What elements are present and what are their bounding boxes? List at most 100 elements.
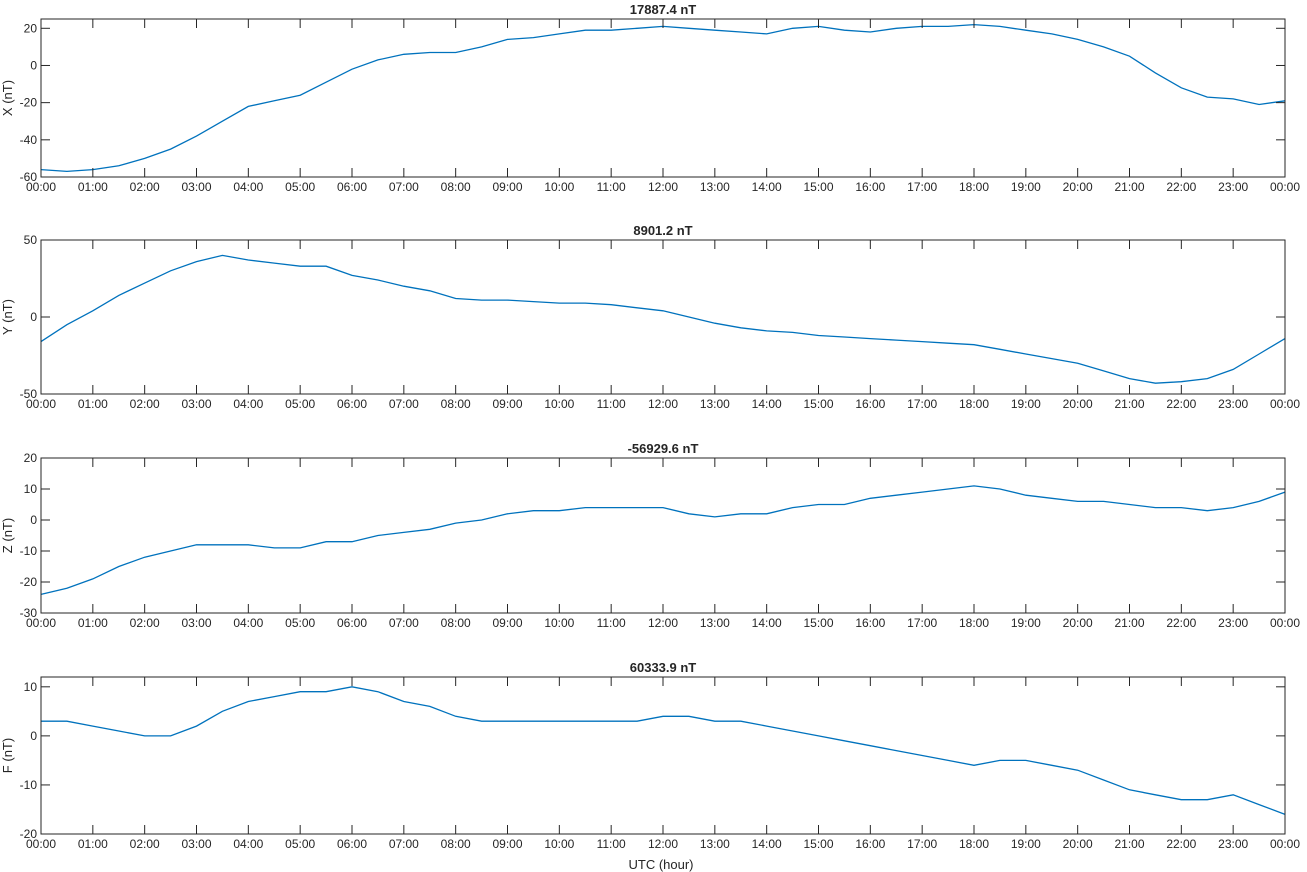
x-tick-label: 12:00 xyxy=(648,616,678,630)
x-tick-label: 00:00 xyxy=(1270,180,1300,194)
y-tick-label: 50 xyxy=(24,233,38,247)
x-tick-label: 14:00 xyxy=(752,397,782,411)
x-tick-label: 00:00 xyxy=(26,616,56,630)
x-tick-label: 00:00 xyxy=(1270,616,1300,630)
x-tick-label: 10:00 xyxy=(544,180,574,194)
x-tick-label: 19:00 xyxy=(1011,397,1041,411)
x-axis-label: UTC (hour) xyxy=(628,857,693,872)
x-tick-label: 00:00 xyxy=(26,180,56,194)
x-tick-label: 03:00 xyxy=(181,180,211,194)
axes-box xyxy=(40,457,1286,614)
x-tick-label: 08:00 xyxy=(441,616,471,630)
x-tick-label: 01:00 xyxy=(78,837,108,851)
x-tick-label: 06:00 xyxy=(337,397,367,411)
y-tick-label: -20 xyxy=(20,827,38,841)
x-tick-label: 13:00 xyxy=(700,616,730,630)
x-tick-label: 15:00 xyxy=(803,180,833,194)
chart-panel-x: 17887.4 nT X (nT) 00:00 01:00 02:00 03:00 04:0… xyxy=(0,2,1300,194)
x-tick-label: 17:00 xyxy=(907,180,937,194)
y-tick-label: 10 xyxy=(24,482,38,496)
x-tick-label: 21:00 xyxy=(1114,180,1144,194)
series-line xyxy=(40,23,1286,173)
y-tick-label: 0 xyxy=(30,310,37,324)
x-tick-label: 05:00 xyxy=(285,616,315,630)
x-tick-label: 06:00 xyxy=(337,616,367,630)
y-tick-label: -10 xyxy=(20,544,38,558)
x-tick-label: 06:00 xyxy=(337,837,367,851)
x-tick-label: 09:00 xyxy=(492,616,522,630)
x-tick-label: 09:00 xyxy=(492,397,522,411)
x-tick-label: 20:00 xyxy=(1063,616,1093,630)
y-tick-label: 0 xyxy=(30,513,37,527)
y-tick-label: -40 xyxy=(20,133,38,147)
chart-title: -56929.6 nT xyxy=(628,441,699,456)
x-tick-label: 03:00 xyxy=(181,397,211,411)
x-tick-label: 12:00 xyxy=(648,180,678,194)
x-tick-label: 20:00 xyxy=(1063,397,1093,411)
x-tick-label: 01:00 xyxy=(78,616,108,630)
x-tick-label: 05:00 xyxy=(285,180,315,194)
x-tick-label: 18:00 xyxy=(959,397,989,411)
x-tick-label: 15:00 xyxy=(803,616,833,630)
x-tick-label: 00:00 xyxy=(1270,837,1300,851)
x-tick-label: 13:00 xyxy=(700,837,730,851)
y-tick-label: -60 xyxy=(20,170,38,184)
chart-panel-f: 60333.9 nT F (nT) 00:00 01:00 02:00 03:00 04:0… xyxy=(0,660,1300,851)
y-axis-label: X (nT) xyxy=(0,80,15,116)
x-tick-label: 00:00 xyxy=(1270,397,1300,411)
series-line xyxy=(40,485,1286,596)
y-tick-label: 20 xyxy=(24,21,38,35)
chart-panel-y: 8901.2 nT Y (nT) 00:00 01:00 02:00 03:00 04:00… xyxy=(0,223,1300,411)
x-tick-label: 23:00 xyxy=(1218,397,1248,411)
y-axis-label: Y (nT) xyxy=(0,299,15,335)
axes-box xyxy=(40,676,1286,835)
x-tick-label: 09:00 xyxy=(492,180,522,194)
x-tick-label: 23:00 xyxy=(1218,837,1248,851)
y-tick-label: -20 xyxy=(20,96,38,110)
x-tick-label: 11:00 xyxy=(597,180,626,194)
chart-panel-z: -56929.6 nT Z (nT) 00:00 01:00 02:00 03:00 04:… xyxy=(0,441,1300,630)
x-tick-label: 03:00 xyxy=(181,616,211,630)
x-tick-label: 15:00 xyxy=(803,397,833,411)
x-tick-label: 02:00 xyxy=(130,180,160,194)
y-tick-label: 0 xyxy=(30,58,37,72)
x-tick-label: 02:00 xyxy=(130,397,160,411)
x-tick-label: 13:00 xyxy=(700,180,730,194)
x-tick-label: 16:00 xyxy=(855,616,885,630)
x-tick-label: 22:00 xyxy=(1166,837,1196,851)
x-tick-label: 23:00 xyxy=(1218,180,1248,194)
x-tick-label: 10:00 xyxy=(544,397,574,411)
x-tick-label: 12:00 xyxy=(648,397,678,411)
x-tick-label: 19:00 xyxy=(1011,180,1041,194)
x-tick-label: 18:00 xyxy=(959,180,989,194)
chart-title: 60333.9 nT xyxy=(630,660,697,675)
x-tick-label: 21:00 xyxy=(1114,397,1144,411)
x-tick-label: 05:00 xyxy=(285,397,315,411)
y-tick-label: 10 xyxy=(24,680,38,694)
y-axis-label: F (nT) xyxy=(0,738,15,773)
x-tick-label: 17:00 xyxy=(907,616,937,630)
x-tick-label: 22:00 xyxy=(1166,397,1196,411)
chart-title: 17887.4 nT xyxy=(630,2,697,17)
x-tick-label: 00:00 xyxy=(26,397,56,411)
x-tick-label: 08:00 xyxy=(441,397,471,411)
x-tick-label: 07:00 xyxy=(389,837,419,851)
y-tick-label: -10 xyxy=(20,778,38,792)
x-tick-label: 03:00 xyxy=(181,837,211,851)
x-tick-label: 11:00 xyxy=(597,837,626,851)
x-tick-label: 16:00 xyxy=(855,180,885,194)
x-tick-label: 23:00 xyxy=(1218,616,1248,630)
x-tick-label: 06:00 xyxy=(337,180,367,194)
x-tick-label: 04:00 xyxy=(233,837,263,851)
x-tick-label: 22:00 xyxy=(1166,180,1196,194)
x-tick-label: 08:00 xyxy=(441,180,471,194)
x-tick-label: 20:00 xyxy=(1063,837,1093,851)
y-tick-label: -50 xyxy=(20,387,38,401)
x-tick-label: 08:00 xyxy=(441,837,471,851)
x-tick-label: 11:00 xyxy=(597,397,626,411)
x-tick-label: 22:00 xyxy=(1166,616,1196,630)
x-tick-label: 18:00 xyxy=(959,837,989,851)
x-tick-label: 21:00 xyxy=(1114,837,1144,851)
x-tick-label: 20:00 xyxy=(1063,180,1093,194)
